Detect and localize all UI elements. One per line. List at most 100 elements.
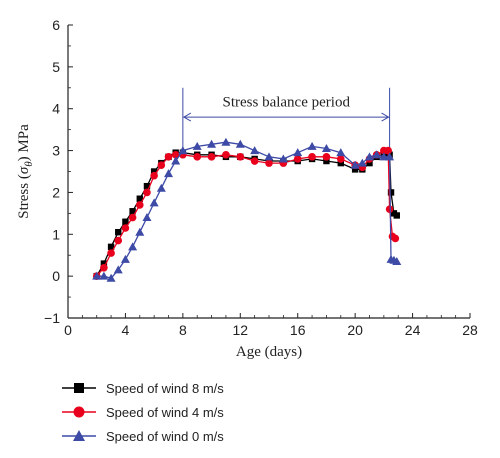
data-point — [164, 169, 173, 178]
y-tick-label: 2 — [52, 184, 60, 200]
data-point — [336, 155, 345, 163]
legend-label: Speed of wind 4 m/s — [106, 404, 224, 420]
series-line — [96, 141, 398, 279]
data-point — [143, 188, 151, 197]
x-tick-label: 8 — [179, 322, 187, 338]
data-point — [150, 171, 158, 180]
data-point — [385, 205, 394, 213]
plot-area — [67, 25, 470, 319]
x-axis-label: Age (days) — [236, 344, 302, 360]
legend-item: Speed of wind 0 m/s — [60, 424, 224, 448]
arrow-right-icon — [381, 112, 390, 122]
annotation: Stress balance period — [182, 87, 391, 149]
y-tick-label: 3 — [52, 143, 60, 159]
data-point — [171, 156, 181, 165]
data-point — [150, 168, 158, 175]
data-point — [391, 234, 400, 243]
data-point — [384, 146, 392, 155]
data-point — [100, 263, 108, 272]
data-point — [336, 148, 346, 157]
legend-item: Speed of wind 8 m/s — [60, 376, 224, 400]
data-point — [385, 152, 395, 161]
data-point — [129, 208, 136, 215]
data-point — [156, 183, 166, 192]
arrow-left-icon — [182, 112, 192, 122]
data-point — [99, 271, 109, 280]
data-point — [278, 154, 288, 163]
data-point — [178, 146, 188, 155]
data-point — [293, 148, 303, 157]
legend-label: Speed of wind 0 m/s — [106, 428, 224, 444]
y-tick-label: −1 — [44, 310, 60, 326]
data-point — [100, 260, 108, 267]
data-point — [366, 159, 373, 167]
data-point — [357, 158, 367, 167]
data-point — [207, 139, 217, 148]
data-point — [307, 141, 317, 150]
data-point — [121, 224, 130, 232]
data-point — [265, 159, 273, 167]
data-point — [235, 139, 245, 148]
x-tick-label: 16 — [290, 322, 306, 338]
y-tick-label: 6 — [52, 17, 60, 33]
y-tick-label: 5 — [52, 59, 60, 75]
data-point — [221, 137, 231, 146]
series-layer — [92, 137, 402, 282]
data-point — [207, 153, 216, 161]
data-point — [157, 161, 166, 170]
data-point — [92, 271, 102, 280]
data-point — [337, 159, 344, 167]
y-tick-label: 4 — [52, 101, 60, 117]
data-point — [250, 157, 259, 165]
data-point — [365, 152, 374, 161]
data-point — [113, 265, 123, 274]
data-point — [122, 218, 129, 225]
data-point — [250, 146, 260, 155]
data-point — [351, 166, 359, 173]
legend-label: Speed of wind 8 m/s — [106, 380, 224, 396]
data-point — [164, 153, 173, 161]
data-point — [114, 236, 123, 245]
data-point — [236, 153, 245, 161]
x-tick-label: 0 — [64, 322, 72, 338]
data-point — [350, 160, 360, 169]
data-point — [171, 150, 180, 159]
y-axis-label: Stress (σθ) MPa — [16, 124, 35, 219]
y-tick-label: 1 — [52, 226, 60, 242]
data-point — [372, 150, 382, 159]
y-tick-label: 0 — [52, 268, 60, 284]
legend-item: Speed of wind 4 m/s — [60, 400, 224, 424]
data-point — [142, 213, 152, 222]
data-point — [107, 249, 115, 257]
data-point — [106, 273, 116, 282]
data-point — [149, 198, 159, 207]
data-point — [393, 212, 400, 219]
data-point — [387, 189, 395, 196]
x-axis-ticks: 0 4 8 12 16 20 24 28 — [64, 313, 478, 338]
data-point — [135, 201, 144, 209]
y-axis-ticks: −1 0 1 2 3 4 5 6 — [44, 17, 73, 326]
x-tick-label: 4 — [122, 322, 130, 338]
series-triangle — [92, 137, 402, 282]
data-point — [392, 256, 402, 265]
data-point — [222, 150, 230, 159]
data-point — [193, 153, 202, 161]
series-square — [93, 149, 400, 280]
x-tick-label: 20 — [347, 322, 363, 338]
legend: Speed of wind 8 m/s Speed of wind 4 m/s … — [60, 376, 224, 448]
x-tick-label: 12 — [232, 322, 248, 338]
data-point — [128, 213, 137, 222]
data-point — [379, 152, 389, 161]
data-point — [120, 254, 130, 263]
series-line — [96, 149, 396, 277]
data-point — [293, 155, 302, 163]
x-tick-label: 28 — [462, 322, 478, 338]
annotation-label: Stress balance period — [222, 95, 350, 111]
legend-swatch-circle-icon — [62, 406, 96, 418]
data-point — [321, 143, 331, 152]
series-line — [96, 152, 398, 277]
data-point — [135, 227, 145, 236]
data-point — [115, 228, 122, 236]
data-point — [136, 195, 143, 202]
